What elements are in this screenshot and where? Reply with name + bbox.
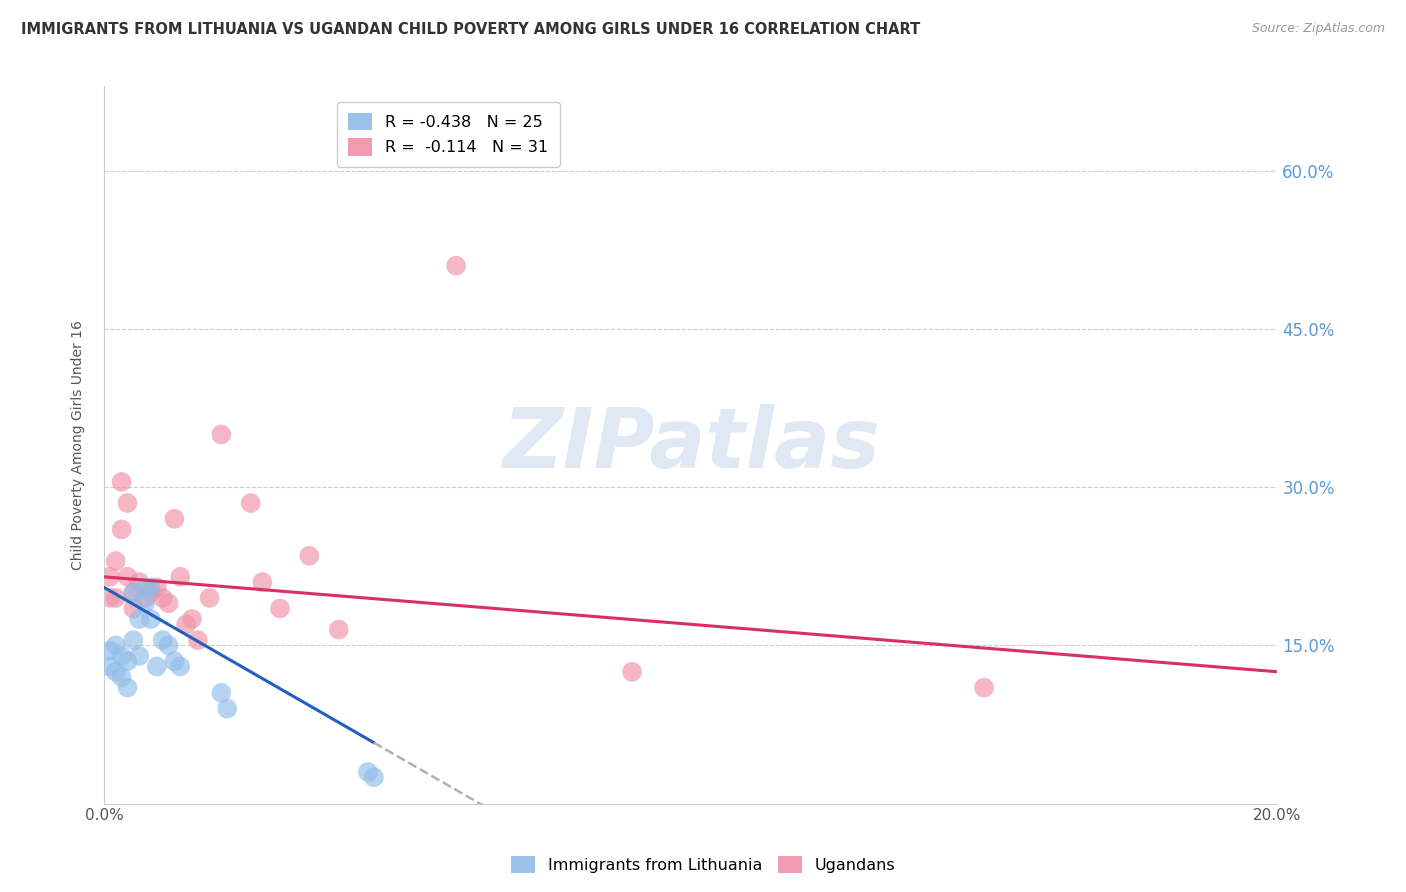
Point — [110, 670, 132, 684]
Point — [122, 585, 145, 599]
Point — [152, 591, 174, 605]
Point — [169, 570, 191, 584]
Point — [128, 612, 150, 626]
Point — [169, 659, 191, 673]
Point — [146, 659, 169, 673]
Point — [98, 643, 121, 657]
Point — [444, 259, 467, 273]
Point — [209, 686, 232, 700]
Point — [621, 665, 644, 679]
Point — [298, 549, 321, 563]
Point — [973, 681, 995, 695]
Point — [104, 665, 127, 679]
Point — [146, 581, 169, 595]
Point — [110, 475, 132, 489]
Point — [134, 591, 156, 605]
Legend: R = -0.438   N = 25, R =  -0.114   N = 31: R = -0.438 N = 25, R = -0.114 N = 31 — [337, 102, 560, 167]
Point — [152, 633, 174, 648]
Y-axis label: Child Poverty Among Girls Under 16: Child Poverty Among Girls Under 16 — [72, 320, 86, 570]
Point — [128, 575, 150, 590]
Point — [122, 601, 145, 615]
Point — [157, 639, 180, 653]
Point — [122, 585, 145, 599]
Text: Source: ZipAtlas.com: Source: ZipAtlas.com — [1251, 22, 1385, 36]
Point — [110, 522, 132, 536]
Point — [174, 617, 197, 632]
Point — [239, 496, 262, 510]
Point — [117, 654, 139, 668]
Point — [217, 701, 239, 715]
Point — [198, 591, 221, 605]
Point — [139, 581, 162, 595]
Point — [252, 575, 274, 590]
Legend: Immigrants from Lithuania, Ugandans: Immigrants from Lithuania, Ugandans — [505, 849, 901, 880]
Point — [104, 639, 127, 653]
Point — [163, 512, 186, 526]
Point — [181, 612, 204, 626]
Point — [269, 601, 291, 615]
Point — [328, 623, 350, 637]
Text: ZIPatlas: ZIPatlas — [502, 404, 880, 485]
Point — [157, 596, 180, 610]
Point — [117, 681, 139, 695]
Point — [104, 591, 127, 605]
Point — [363, 770, 385, 784]
Point — [139, 585, 162, 599]
Point — [187, 633, 209, 648]
Point — [122, 633, 145, 648]
Text: IMMIGRANTS FROM LITHUANIA VS UGANDAN CHILD POVERTY AMONG GIRLS UNDER 16 CORRELAT: IMMIGRANTS FROM LITHUANIA VS UGANDAN CHI… — [21, 22, 921, 37]
Point — [117, 570, 139, 584]
Point — [110, 648, 132, 663]
Point — [357, 764, 380, 779]
Point — [139, 612, 162, 626]
Point — [128, 648, 150, 663]
Point — [134, 596, 156, 610]
Point — [209, 427, 232, 442]
Point — [98, 570, 121, 584]
Point — [163, 654, 186, 668]
Point — [117, 496, 139, 510]
Point — [98, 591, 121, 605]
Point — [98, 659, 121, 673]
Point — [104, 554, 127, 568]
Point — [134, 581, 156, 595]
